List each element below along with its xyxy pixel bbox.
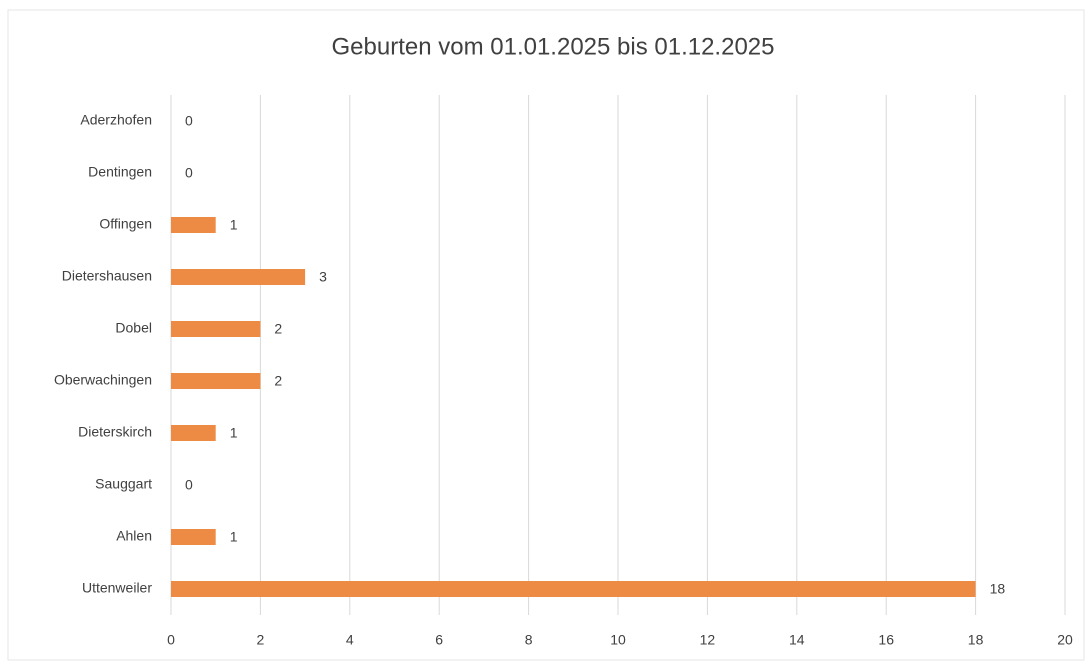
x-tick-label: 0 xyxy=(167,632,175,648)
data-label: 0 xyxy=(185,477,193,493)
data-label: 0 xyxy=(185,165,193,181)
bar xyxy=(171,217,216,233)
y-tick-label: Offingen xyxy=(99,216,152,232)
x-tick-label: 14 xyxy=(789,632,805,648)
x-tick-label: 4 xyxy=(346,632,354,648)
chart-title: Geburten vom 01.01.2025 bis 01.12.2025 xyxy=(332,33,775,60)
bar xyxy=(171,529,216,545)
x-tick-label: 12 xyxy=(700,632,716,648)
y-tick-label: Oberwachingen xyxy=(54,372,152,388)
x-tick-label: 16 xyxy=(878,632,894,648)
data-label: 2 xyxy=(274,321,282,337)
bar xyxy=(171,581,976,597)
bar xyxy=(171,269,306,285)
y-tick-label: Aderzhofen xyxy=(80,112,152,128)
bar xyxy=(171,321,261,337)
x-tick-label: 20 xyxy=(1057,632,1073,648)
chart-frame xyxy=(7,9,1085,661)
y-tick-label: Dobel xyxy=(115,320,152,336)
y-tick-label: Sauggart xyxy=(95,476,152,492)
data-label: 1 xyxy=(230,529,238,545)
data-label: 18 xyxy=(990,581,1006,597)
x-tick-label: 8 xyxy=(525,632,533,648)
y-tick-label: Ahlen xyxy=(116,528,152,544)
x-tick-label: 6 xyxy=(435,632,443,648)
data-label: 1 xyxy=(230,217,238,233)
y-tick-label: Dietershausen xyxy=(62,268,152,284)
bar xyxy=(171,425,216,441)
x-tick-label: 2 xyxy=(257,632,265,648)
bar xyxy=(171,373,261,389)
data-label: 3 xyxy=(319,269,327,285)
data-label: 0 xyxy=(185,113,193,129)
x-tick-label: 18 xyxy=(968,632,984,648)
y-tick-label: Dieterskirch xyxy=(78,424,152,440)
data-label: 2 xyxy=(274,373,282,389)
data-label: 1 xyxy=(230,425,238,441)
x-tick-label: 10 xyxy=(610,632,626,648)
y-tick-label: Dentingen xyxy=(88,164,152,180)
y-tick-label: Uttenweiler xyxy=(82,580,152,596)
